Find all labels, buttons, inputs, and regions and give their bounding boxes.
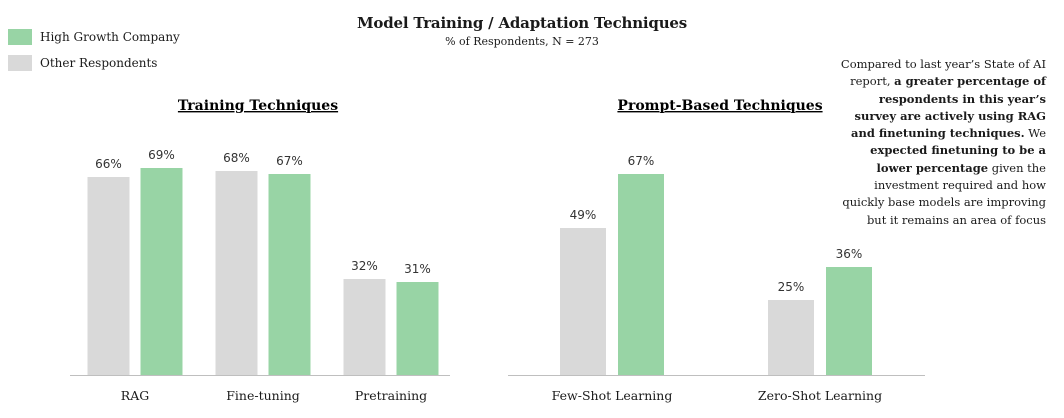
bar — [215, 171, 258, 375]
chart-panel: Prompt-Based Techniques 49% 67% Few-Shot Le… — [508, 98, 925, 403]
category-label: RAG — [121, 388, 149, 403]
bar — [826, 267, 872, 375]
legend-item: High Growth Company — [8, 24, 180, 50]
data-label: 32% — [351, 259, 378, 273]
legend: High Growth Company Other Respondents — [8, 24, 180, 76]
bar — [560, 228, 606, 375]
data-label: 36% — [836, 247, 863, 261]
annotation-segment: Compared to last year’s State of AI repo… — [840, 57, 1046, 89]
category-label: Pretraining — [355, 388, 427, 403]
bar — [268, 174, 311, 375]
bar — [343, 279, 386, 375]
data-label: 69% — [148, 148, 175, 162]
category-label: Zero-Shot Learning — [758, 388, 882, 403]
bar — [396, 282, 439, 375]
annotation-emphasis: a greater percentage of respondents in t… — [851, 74, 1046, 141]
bar — [768, 300, 814, 375]
bar — [140, 168, 183, 375]
chart-subtitle: % of Respondents, N = 273 — [445, 35, 599, 48]
legend-label: Other Respondents — [40, 56, 158, 70]
chart-panel: Training Techniques 66% 69% RAG 68% 67% Fine-t… — [70, 98, 450, 403]
annotation-emphasis: expected finetuning to be a lower percen… — [870, 143, 1046, 175]
annotation-segment: We — [1024, 126, 1046, 141]
data-label: 49% — [570, 208, 597, 222]
category-label: Few-Shot Learning — [552, 388, 673, 403]
annotation-segment: given the investment required and how qu… — [842, 160, 1046, 227]
legend-item: Other Respondents — [8, 50, 180, 76]
data-label: 31% — [404, 262, 431, 276]
legend-label: High Growth Company — [40, 30, 180, 44]
data-label: 67% — [628, 154, 655, 168]
category-label: Fine-tuning — [226, 388, 300, 403]
title-block: Model Training / Adaptation Techniques %… — [322, 14, 722, 48]
bar — [87, 177, 130, 375]
panel-title: Prompt-Based Techniques — [617, 98, 822, 114]
data-label: 68% — [223, 151, 250, 165]
panel-title: Training Techniques — [178, 98, 338, 114]
chart-title: Model Training / Adaptation Techniques — [356, 14, 688, 32]
data-label: 25% — [778, 280, 805, 294]
bar — [618, 174, 664, 375]
legend-swatch — [8, 55, 32, 71]
legend-swatch — [8, 29, 32, 45]
annotation-text: Compared to last year’s State of AI repo… — [834, 56, 1046, 229]
data-label: 66% — [95, 157, 122, 171]
data-label: 67% — [276, 154, 303, 168]
